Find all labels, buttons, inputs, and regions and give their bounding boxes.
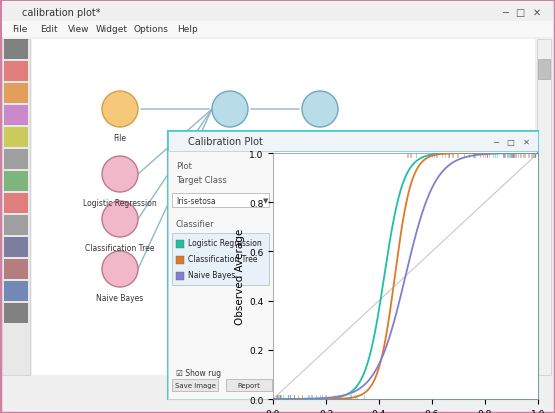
Bar (176, 256, 184, 264)
Bar (4, 40, 28, 60)
Bar (4, 237, 28, 257)
Bar (4, 281, 28, 301)
Bar (4, 303, 28, 323)
Text: Classification Tree: Classification Tree (188, 255, 258, 264)
Bar (4, 106, 28, 126)
Bar (4, 84, 28, 104)
Bar (172, 233, 269, 285)
Bar (2, 40, 30, 375)
Text: Naive Bayes: Naive Bayes (188, 271, 235, 280)
Text: Calibration Plot: Calibration Plot (290, 134, 350, 142)
Text: Classifier: Classifier (176, 219, 215, 228)
Text: Help: Help (177, 26, 198, 34)
Text: Save Image: Save Image (175, 382, 215, 388)
Bar (176, 240, 184, 248)
Text: File: File (114, 134, 127, 142)
Text: ─: ─ (493, 137, 498, 146)
Y-axis label: Observed Average: Observed Average (235, 228, 245, 324)
Text: Logistic Regression: Logistic Regression (83, 199, 157, 207)
Text: Iris-setosa: Iris-setosa (176, 196, 216, 205)
Circle shape (102, 157, 138, 192)
Bar (2, 2, 553, 22)
Bar (4, 171, 28, 192)
Text: Calibration Plot: Calibration Plot (188, 137, 263, 147)
Bar (226, 379, 272, 391)
Bar (4, 128, 28, 147)
Text: View: View (68, 26, 89, 34)
Bar (538, 60, 550, 80)
Circle shape (102, 92, 138, 128)
Bar (176, 272, 184, 280)
Text: Target Class: Target Class (176, 176, 227, 185)
Bar (172, 194, 269, 207)
Text: ✕: ✕ (522, 137, 529, 146)
Text: ✕: ✕ (533, 8, 541, 18)
Text: Report: Report (238, 382, 260, 388)
Circle shape (212, 92, 248, 128)
Text: Edit: Edit (40, 26, 58, 34)
Text: Classification Tree: Classification Tree (85, 243, 155, 252)
Bar (4, 216, 28, 235)
Text: File: File (12, 26, 27, 34)
Bar (168, 132, 538, 399)
Text: □: □ (506, 137, 514, 146)
Bar (4, 62, 28, 82)
Bar (168, 152, 273, 399)
Bar (32, 40, 535, 375)
Circle shape (102, 202, 138, 237)
Bar (537, 40, 551, 375)
Text: ☑ Show rug: ☑ Show rug (176, 369, 221, 377)
Bar (168, 132, 538, 152)
Circle shape (302, 92, 338, 128)
Bar (4, 150, 28, 170)
Text: Options: Options (134, 26, 169, 34)
Text: ─: ─ (502, 8, 508, 18)
Text: Widget: Widget (96, 26, 128, 34)
Text: □: □ (516, 8, 524, 18)
Text: Naive Bayes: Naive Bayes (97, 293, 144, 302)
Text: Test & Score: Test & Score (206, 134, 254, 142)
Circle shape (102, 252, 138, 287)
Text: calibration plot*: calibration plot* (22, 8, 100, 18)
Bar (2, 22, 553, 38)
Bar (4, 259, 28, 279)
Bar (172, 379, 218, 391)
Text: ▼: ▼ (263, 197, 269, 204)
Text: Logistic Regression: Logistic Regression (188, 239, 262, 248)
Text: Plot: Plot (176, 161, 192, 171)
Bar (4, 194, 28, 214)
